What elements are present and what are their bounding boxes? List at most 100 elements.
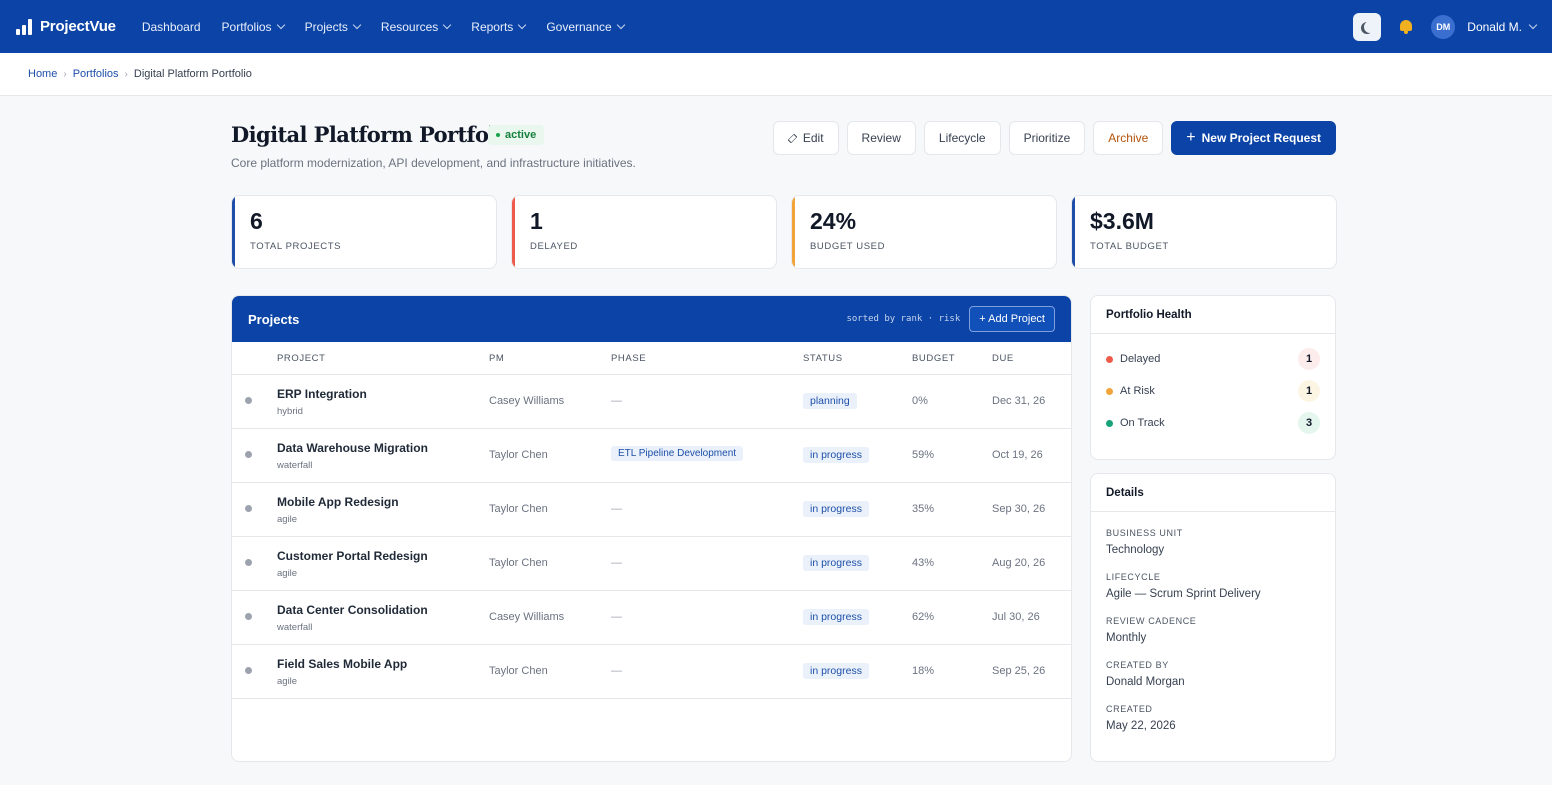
- chevron-down-icon: [443, 20, 452, 30]
- detail-review-cadence: REVIEW CADENCE Monthly: [1091, 616, 1335, 644]
- project-due: Aug 20, 26: [992, 557, 1046, 569]
- project-due: Sep 30, 26: [992, 503, 1046, 515]
- portfolio-health-card: Portfolio Health Delayed 1 At Risk 1 On …: [1090, 295, 1336, 460]
- risk-dot-icon: [245, 397, 252, 404]
- status-label: active: [505, 129, 537, 141]
- top-nav: ProjectVue Dashboard Portfolios Projects…: [0, 0, 1552, 53]
- project-pm: Taylor Chen: [489, 503, 548, 515]
- button-label: Lifecycle: [938, 131, 986, 145]
- project-method: waterfall: [277, 460, 313, 471]
- col-status[interactable]: STATUS: [803, 352, 843, 364]
- nav-label: Dashboard: [141, 19, 201, 34]
- table-row[interactable]: Customer Portal Redesign agile Taylor Ch…: [232, 537, 1071, 591]
- details-card: Details BUSINESS UNIT Technology LIFECYC…: [1090, 473, 1336, 762]
- detail-value: Donald Morgan: [1106, 676, 1185, 688]
- nav-portfolios[interactable]: Portfolios: [221, 19, 285, 34]
- project-name[interactable]: Field Sales Mobile App: [277, 657, 408, 671]
- projects-header: Projects sorted by rank · risk + Add Pro…: [232, 296, 1071, 342]
- project-budget: 35%: [912, 503, 935, 515]
- col-phase[interactable]: PHASE: [611, 352, 647, 364]
- project-method: agile: [277, 568, 298, 579]
- detail-value: May 22, 2026: [1106, 720, 1176, 732]
- project-budget: 62%: [912, 611, 935, 623]
- nav-dashboard[interactable]: Dashboard: [142, 20, 201, 34]
- health-count: 1: [1298, 348, 1320, 370]
- nav-governance[interactable]: Governance: [546, 19, 625, 34]
- health-at-risk[interactable]: At Risk 1: [1091, 375, 1335, 407]
- nav-right: DM Donald M.: [1353, 12, 1538, 41]
- stat-label: TOTAL BUDGET: [1090, 241, 1169, 252]
- risk-dot-icon: [245, 505, 252, 512]
- table-row[interactable]: Mobile App Redesign agile Taylor Chen — …: [232, 483, 1071, 537]
- nav-label: Reports: [471, 19, 514, 34]
- col-due[interactable]: DUE: [992, 352, 1014, 364]
- project-phase: —: [611, 557, 622, 569]
- user-name: Donald M.: [1467, 19, 1522, 34]
- chevron-down-icon: [518, 20, 527, 30]
- bell-icon[interactable]: [1399, 19, 1413, 34]
- table-header: PROJECT PM PHASE STATUS BUDGET DUE: [232, 342, 1071, 375]
- project-phase: ETL Pipeline Development: [611, 446, 744, 461]
- breadcrumb-portfolios[interactable]: Portfolios: [72, 68, 119, 80]
- pencil-icon: [787, 133, 798, 143]
- nav-label: Portfolios: [221, 19, 272, 34]
- review-button[interactable]: Review: [846, 121, 916, 155]
- page-subtitle: Core platform modernization, API develop…: [231, 156, 636, 170]
- archive-button[interactable]: Archive: [1093, 121, 1164, 155]
- project-name[interactable]: Data Center Consolidation: [277, 603, 428, 617]
- col-project[interactable]: PROJECT: [277, 352, 326, 364]
- project-phase: —: [611, 395, 622, 407]
- new-project-request-button[interactable]: + New Project Request: [1171, 121, 1336, 155]
- detail-value: Technology: [1106, 544, 1165, 556]
- brand[interactable]: ProjectVue: [16, 18, 116, 35]
- project-status: planning: [803, 393, 857, 409]
- stat-label: TOTAL PROJECTS: [250, 241, 342, 252]
- breadcrumb: Home › Portfolios › Digital Platform Por…: [0, 53, 1552, 96]
- project-status: in progress: [803, 501, 869, 517]
- detail-label: REVIEW CADENCE: [1106, 616, 1197, 626]
- chevron-down-icon: [352, 20, 362, 30]
- plus-icon: +: [1186, 129, 1196, 146]
- project-method: agile: [277, 676, 298, 687]
- stat-cards: 6 TOTAL PROJECTS 1 DELAYED 24% BUDGET US…: [231, 195, 1337, 269]
- col-pm[interactable]: PM: [489, 352, 505, 364]
- theme-toggle-button[interactable]: [1353, 12, 1382, 41]
- project-name[interactable]: Customer Portal Redesign: [277, 549, 428, 563]
- project-due: Oct 19, 26: [992, 449, 1043, 461]
- table-row[interactable]: Data Warehouse Migration waterfall Taylo…: [232, 429, 1071, 483]
- avatar[interactable]: DM: [1431, 14, 1456, 39]
- project-name[interactable]: Mobile App Redesign: [277, 495, 399, 509]
- add-project-button[interactable]: + Add Project: [969, 306, 1055, 332]
- stat-label: BUDGET USED: [810, 241, 886, 252]
- chevron-down-icon: [276, 20, 285, 30]
- table-row[interactable]: ERP Integration hybrid Casey Williams — …: [232, 375, 1071, 429]
- health-on-track[interactable]: On Track 3: [1091, 407, 1335, 439]
- nav-label: Governance: [546, 19, 612, 34]
- col-budget[interactable]: BUDGET: [912, 352, 956, 364]
- detail-business-unit: BUSINESS UNIT Technology: [1091, 528, 1335, 556]
- project-name[interactable]: Data Warehouse Migration: [277, 441, 428, 455]
- breadcrumb-home[interactable]: Home: [28, 68, 58, 80]
- health-label: At Risk: [1120, 385, 1155, 397]
- project-phase: —: [611, 503, 622, 515]
- status-badge: active: [488, 125, 545, 145]
- health-count: 3: [1298, 412, 1320, 434]
- project-method: hybrid: [277, 406, 303, 417]
- table-row[interactable]: Data Center Consolidation waterfall Case…: [232, 591, 1071, 645]
- stat-label: DELAYED: [530, 241, 578, 252]
- projects-card: Projects sorted by rank · risk + Add Pro…: [231, 295, 1072, 762]
- prioritize-button[interactable]: Prioritize: [1008, 121, 1086, 155]
- status-dot-icon: [496, 133, 500, 137]
- nav-reports[interactable]: Reports: [471, 19, 527, 34]
- nav-projects[interactable]: Projects: [305, 20, 362, 34]
- detail-created-by: CREATED BY Donald Morgan: [1091, 660, 1335, 688]
- edit-button[interactable]: Edit: [772, 121, 839, 155]
- user-menu[interactable]: Donald M.: [1467, 19, 1538, 34]
- lifecycle-button[interactable]: Lifecycle: [923, 121, 1001, 155]
- sort-indicator[interactable]: sorted by rank · risk: [846, 314, 961, 324]
- detail-label: LIFECYCLE: [1106, 572, 1161, 582]
- table-row[interactable]: Field Sales Mobile App agile Taylor Chen…: [232, 645, 1071, 699]
- health-delayed[interactable]: Delayed 1: [1091, 343, 1335, 375]
- nav-resources[interactable]: Resources: [381, 20, 452, 34]
- project-name[interactable]: ERP Integration: [277, 387, 367, 401]
